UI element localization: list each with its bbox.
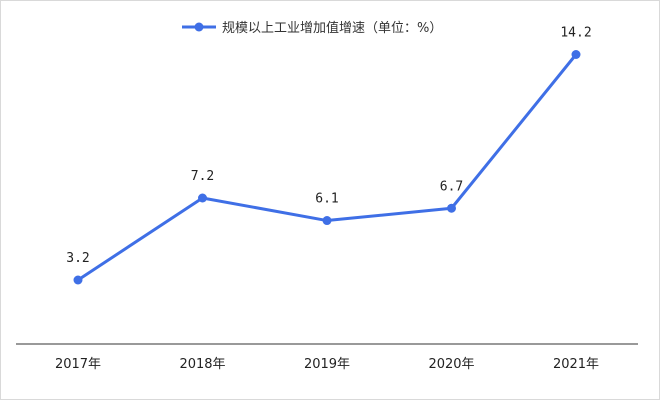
series-line bbox=[76, 53, 578, 282]
legend: 规模以上工业增加值增速（单位：%） bbox=[182, 20, 442, 36]
x-tick-label-1: 2017年 bbox=[55, 357, 101, 372]
x-tick-label-4: 2020年 bbox=[428, 357, 474, 372]
data-label-1: 3.2 bbox=[66, 251, 89, 266]
data-points bbox=[73, 50, 581, 285]
data-label-5: 14.2 bbox=[560, 26, 591, 41]
x-tick-label-2: 2018年 bbox=[179, 357, 225, 372]
data-labels: 3.2 7.2 6.1 6.7 14.2 bbox=[66, 26, 591, 267]
data-point-3 bbox=[322, 216, 332, 226]
legend-dot-marker bbox=[194, 22, 204, 32]
legend-label: 规模以上工业增加值增速（单位：%） bbox=[222, 20, 442, 36]
data-point-1 bbox=[73, 275, 83, 285]
data-point-4 bbox=[447, 203, 456, 213]
data-label-3: 6.1 bbox=[315, 192, 338, 207]
x-tick-label-3: 2019年 bbox=[304, 357, 350, 372]
data-label-2: 7.2 bbox=[191, 169, 214, 184]
data-point-2 bbox=[198, 193, 207, 203]
x-tick-labels: 2017年 2018年 2019年 2020年 2021年 bbox=[55, 357, 599, 372]
data-label-4: 6.7 bbox=[440, 179, 463, 194]
data-point-5 bbox=[571, 50, 581, 59]
x-tick-label-5: 2021年 bbox=[553, 357, 599, 372]
